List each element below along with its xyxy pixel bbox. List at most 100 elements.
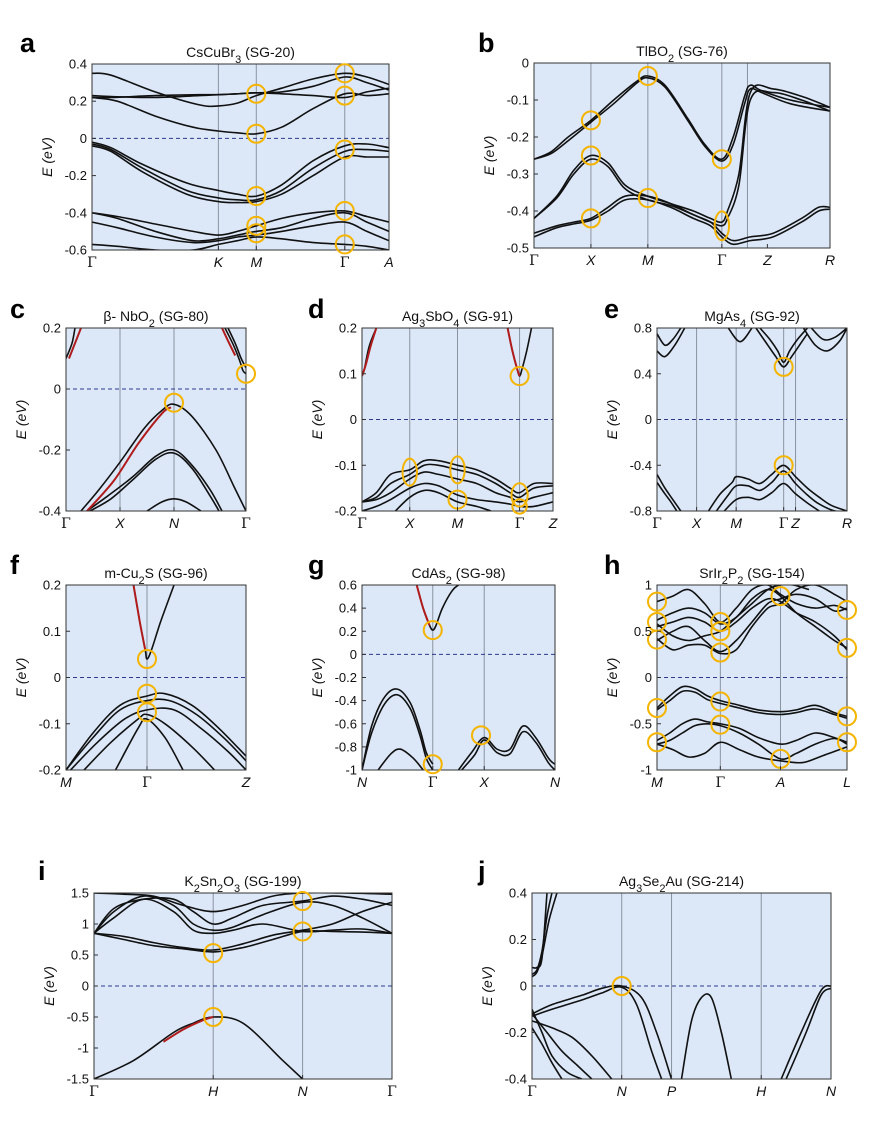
y-tick-label: 1.5: [71, 886, 89, 901]
degeneracy-marker: [647, 732, 667, 753]
band-line: [224, 328, 246, 375]
title-subscript: 4: [453, 318, 459, 330]
panel-letter: h: [604, 550, 621, 580]
y-tick-label: 0: [520, 979, 527, 994]
band-line: [657, 593, 847, 653]
degeneracy-marker: [203, 943, 224, 964]
title-text: Ag: [619, 873, 636, 889]
chart-title: TlBO2 (SG-76): [636, 43, 728, 65]
band-line-highlight: [132, 585, 147, 650]
degeneracy-marker: [422, 620, 443, 641]
degeneracy-marker: [137, 649, 157, 669]
band-line: [457, 725, 555, 770]
x-tick-label: Γ: [515, 516, 525, 532]
title-text: MgAs: [704, 308, 740, 324]
band-line: [377, 748, 424, 770]
x-tick-label: Γ: [529, 253, 539, 269]
band-line: [146, 497, 202, 511]
y-axis-label: E (eV): [604, 400, 620, 440]
band-line: [86, 448, 223, 511]
y-tick-label: 0: [54, 670, 61, 685]
y-tick-label: -0.8: [335, 739, 357, 754]
title-subscript: 2: [668, 53, 674, 65]
x-tick-label: Γ: [527, 1084, 537, 1100]
title-subscript: 2: [194, 883, 200, 895]
y-tick-label: -0.2: [335, 504, 357, 519]
band-line: [755, 328, 809, 368]
x-tick-label: H: [208, 1083, 219, 1099]
plot-background: [66, 585, 246, 770]
y-axis-label: E (eV): [13, 400, 29, 440]
title-text: Sn: [200, 873, 217, 889]
title-subscript: 3: [636, 883, 642, 895]
y-axis-label: E (eV): [481, 136, 497, 176]
degeneracy-marker: [710, 612, 731, 632]
y-tick-label: 0.4: [339, 601, 357, 616]
bands-group: [94, 893, 392, 1079]
y-tick-label: -1: [345, 763, 357, 778]
y-tick-label: -0.4: [630, 458, 652, 473]
y-tick-label: 0: [645, 412, 652, 427]
degeneracy-marker: [246, 215, 267, 236]
band-line: [92, 72, 389, 108]
x-tick-label: Γ: [142, 775, 152, 791]
x-tick-label: N: [357, 774, 368, 790]
degeneracy-marker: [334, 200, 355, 221]
y-tick-label: -0.4: [39, 504, 61, 519]
band-line: [657, 481, 678, 511]
degeneracy-marker: [137, 702, 157, 723]
plot-frame: [91, 63, 390, 251]
y-tick-label: -0.2: [65, 168, 87, 183]
degeneracy-marker: [710, 621, 731, 642]
title-text: (SG-91): [459, 308, 513, 324]
degeneracy-marker: [713, 210, 731, 242]
x-tick-label: R: [842, 515, 852, 531]
degeneracy-marker: [292, 891, 313, 912]
title-subscript: 2: [737, 575, 743, 587]
title-text: O: [223, 873, 234, 889]
band-line: [94, 893, 392, 913]
band-line: [534, 194, 830, 242]
band-line: [727, 328, 753, 343]
y-tick-label: -0.5: [67, 1010, 89, 1025]
y-axis-label: E (eV): [479, 966, 495, 1006]
degeneracy-marker: [637, 65, 658, 86]
x-tick-label: X: [404, 515, 415, 531]
degeneracy-marker: [471, 725, 492, 746]
degeneracy-marker: [580, 110, 601, 131]
degeneracy-marker: [246, 223, 267, 244]
x-tick-label: P: [667, 1083, 677, 1099]
degeneracy-marker: [334, 234, 355, 255]
y-tick-label: -0.2: [505, 1025, 527, 1040]
x-tick-label: Γ: [652, 516, 662, 532]
title-subscript: 2: [139, 575, 145, 587]
panel-e: -0.8-0.400.40.8Γ X M Γ Z RE (eV)MgAs4 (SG-92)…: [604, 294, 852, 532]
band-line: [657, 597, 847, 651]
band-line: [80, 403, 246, 511]
y-tick-label: -0.4: [505, 1072, 527, 1087]
band-line: [532, 1008, 583, 1079]
y-tick-label: 0.8: [634, 321, 652, 336]
y-tick-label: -0.8: [630, 504, 652, 519]
x-tick-label: Γ: [357, 516, 367, 532]
x-tick-label: X: [585, 252, 596, 268]
degeneracy-marker: [710, 691, 731, 712]
plot-frame: [65, 327, 247, 512]
y-tick-label: 0.2: [43, 578, 61, 593]
y-tick-label: -0.2: [39, 443, 61, 458]
band-line-highlight: [221, 328, 237, 356]
y-tick-label: -0.1: [335, 458, 357, 473]
band-line: [89, 451, 220, 511]
bands-group: [657, 328, 847, 511]
band-line: [780, 984, 831, 1079]
band-line-highlight: [162, 1016, 214, 1043]
bands-group: [362, 585, 555, 770]
band-line: [657, 328, 682, 347]
x-tick-label: A: [383, 254, 393, 270]
bands-group: [92, 72, 389, 250]
x-tick-label: M: [452, 515, 464, 531]
x-tick-label: X: [479, 774, 490, 790]
title-text: (SG-154): [743, 565, 804, 581]
y-tick-label: -0.4: [65, 205, 87, 220]
degeneracy-marker: [401, 457, 418, 487]
